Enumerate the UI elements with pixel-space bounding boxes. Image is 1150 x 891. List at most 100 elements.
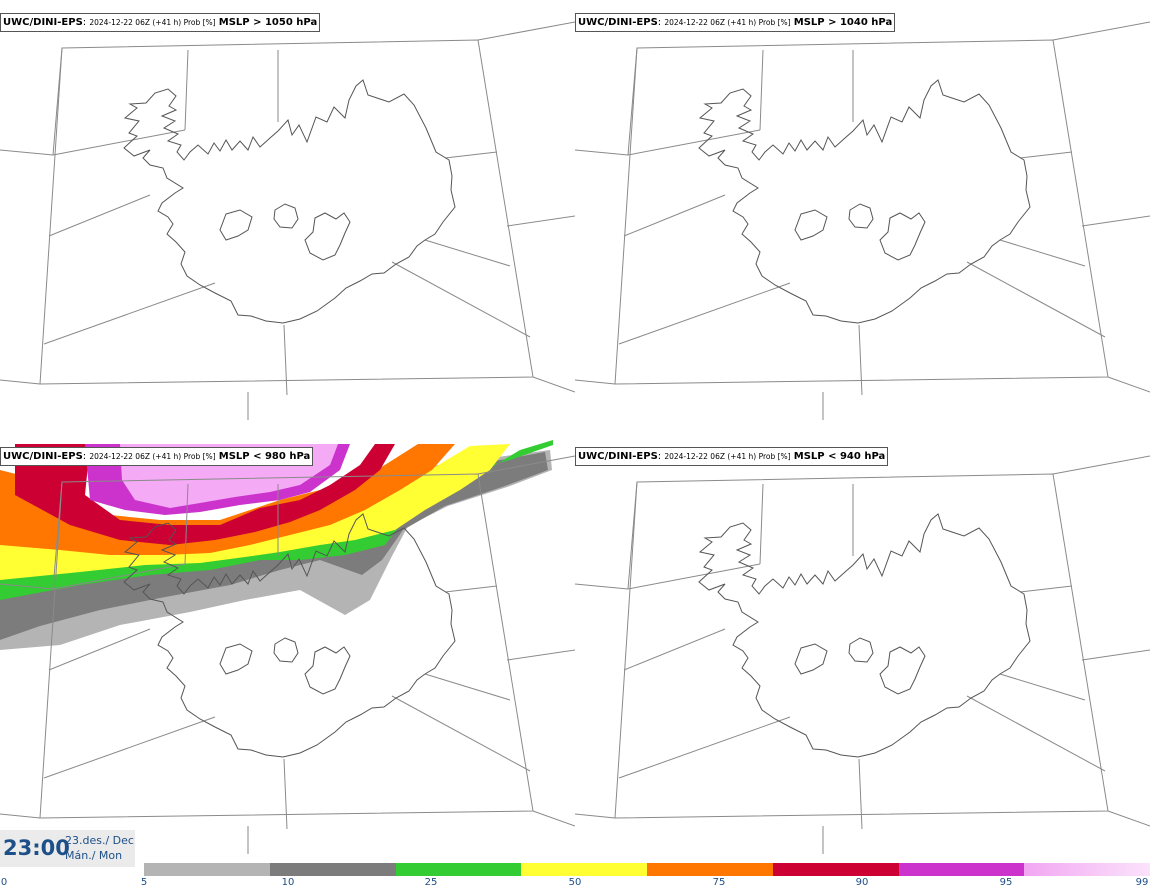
run-info: 2024-12-22 06Z (+41 h) Prob [%] xyxy=(664,18,791,27)
colorbar-segment xyxy=(898,863,1025,876)
graticule-line xyxy=(391,261,531,338)
valid-time-box: 23:00 23.des./ Dec Mán./ Mon xyxy=(0,830,135,867)
glacier-outline xyxy=(304,646,351,695)
graticule-line xyxy=(1019,585,1073,593)
graticule-line xyxy=(575,813,616,819)
colorbar-segment xyxy=(772,863,899,876)
graticule-line xyxy=(999,673,1086,701)
glacier-outline xyxy=(304,212,351,261)
panel-title: UWC/DINI-EPS: 2024-12-22 06Z (+41 h) Pro… xyxy=(575,447,889,466)
graticule-line xyxy=(0,813,41,819)
map-canvas xyxy=(575,21,1150,420)
model-name: UWC/DINI-EPS xyxy=(578,451,658,462)
run-info: 2024-12-22 06Z (+41 h) Prob [%] xyxy=(89,18,216,27)
graticule-line xyxy=(39,39,534,385)
graticule-line xyxy=(627,481,638,590)
threshold-label: MSLP < 980 hPa xyxy=(218,451,311,462)
graticule-line xyxy=(52,481,63,590)
graticule-line xyxy=(48,628,151,671)
iceland-coastline xyxy=(123,513,456,758)
glacier-outline xyxy=(273,637,299,663)
graticule-line xyxy=(618,716,791,779)
threshold-label: MSLP > 1040 hPa xyxy=(793,17,893,28)
graticule-line xyxy=(1107,376,1150,393)
map-canvas xyxy=(575,455,1150,854)
model-name: UWC/DINI-EPS xyxy=(3,451,83,462)
colorbar-tick-label: 5 xyxy=(140,877,148,888)
graticule-line xyxy=(999,239,1086,267)
run-info: 2024-12-22 06Z (+41 h) Prob [%] xyxy=(664,452,791,461)
graticule-line xyxy=(506,215,575,227)
graticule-line xyxy=(1019,151,1073,159)
graticule-line xyxy=(43,282,216,345)
colorbar-tick-label: 90 xyxy=(855,877,869,888)
graticule-line xyxy=(1052,455,1150,475)
map-canvas xyxy=(0,21,575,420)
colorbar-segment xyxy=(647,863,773,876)
graticule-line xyxy=(48,194,151,237)
graticule-line xyxy=(858,324,863,396)
graticule-line xyxy=(52,47,63,156)
glacier-outline xyxy=(848,203,874,229)
colorbar-tick-label: 95 xyxy=(999,877,1013,888)
graticule-line xyxy=(966,695,1106,772)
glacier-outline xyxy=(219,209,253,241)
graticule-line xyxy=(532,810,575,827)
graticule-line xyxy=(0,49,189,156)
colorbar-segment xyxy=(1024,863,1150,876)
valid-date: 23.des./ Dec xyxy=(65,834,134,847)
graticule-line xyxy=(1052,21,1150,41)
model-name: UWC/DINI-EPS xyxy=(578,17,658,28)
graticule-line xyxy=(283,758,288,830)
probability-shading xyxy=(0,440,553,650)
threshold-label: MSLP < 940 hPa xyxy=(793,451,886,462)
panel-title: UWC/DINI-EPS: 2024-12-22 06Z (+41 h) Pro… xyxy=(575,13,896,32)
graticule-line xyxy=(623,194,726,237)
glacier-outline xyxy=(848,637,874,663)
colorbar-tick-label: 99 xyxy=(1135,877,1149,888)
glacier-outline xyxy=(273,203,299,229)
colorbar-tick-label: 10 xyxy=(281,877,295,888)
graticule-line xyxy=(575,49,764,156)
threshold-label: MSLP > 1050 hPa xyxy=(218,17,318,28)
colorbar-tick-label: 75 xyxy=(712,877,726,888)
valid-weekday: Mán./ Mon xyxy=(65,849,123,862)
valid-time: 23:00 xyxy=(3,836,70,860)
glacier-outline xyxy=(794,209,828,241)
map-panel-mslp-lt-940: UWC/DINI-EPS: 2024-12-22 06Z (+41 h) Pro… xyxy=(575,434,1150,868)
graticule-line xyxy=(424,673,511,701)
graticule-line xyxy=(618,282,791,345)
colorbar-segment xyxy=(395,863,522,876)
graticule-line xyxy=(444,585,498,593)
graticule-line xyxy=(283,324,288,396)
graticule-line xyxy=(614,473,1109,819)
graticule-line xyxy=(391,695,531,772)
glacier-outline xyxy=(219,643,253,675)
map-canvas xyxy=(0,440,575,854)
graticule-line xyxy=(575,483,764,590)
graticule-line xyxy=(858,758,863,830)
graticule-line xyxy=(477,455,575,475)
map-panel-mslp-lt-980: UWC/DINI-EPS: 2024-12-22 06Z (+41 h) Pro… xyxy=(0,434,575,868)
colorbar-segment xyxy=(144,863,270,876)
iceland-coastline xyxy=(698,513,1031,758)
colorbar-tick-label: 50 xyxy=(568,877,582,888)
graticule-line xyxy=(966,261,1106,338)
probability-band xyxy=(15,444,395,545)
map-panel-mslp-gt-1050: UWC/DINI-EPS: 2024-12-22 06Z (+41 h) Pro… xyxy=(0,0,575,434)
graticule-line xyxy=(1081,649,1150,661)
graticule-line xyxy=(424,239,511,267)
glacier-outline xyxy=(879,646,926,695)
graticule-line xyxy=(532,376,575,393)
probability-colorbar xyxy=(144,863,1150,876)
graticule-line xyxy=(477,21,575,41)
graticule-line xyxy=(444,151,498,159)
panel-title: UWC/DINI-EPS: 2024-12-22 06Z (+41 h) Pro… xyxy=(0,447,314,466)
graticule-line xyxy=(0,379,41,385)
graticule-line xyxy=(614,39,1109,385)
graticule-line xyxy=(506,649,575,661)
panel-title: UWC/DINI-EPS: 2024-12-22 06Z (+41 h) Pro… xyxy=(0,13,321,32)
graticule-line xyxy=(43,716,216,779)
graticule-line xyxy=(627,47,638,156)
run-info: 2024-12-22 06Z (+41 h) Prob [%] xyxy=(89,452,216,461)
